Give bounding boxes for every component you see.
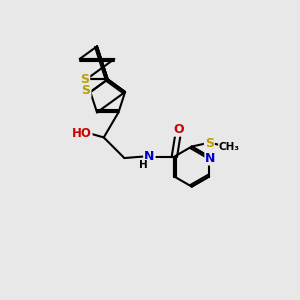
Text: CH₃: CH₃ (219, 142, 240, 152)
Text: O: O (174, 123, 184, 136)
Text: S: S (205, 137, 214, 150)
Text: N: N (206, 152, 216, 164)
Text: S: S (82, 84, 91, 97)
Text: S: S (80, 73, 89, 86)
Text: N: N (144, 150, 154, 163)
Text: H: H (139, 160, 147, 170)
Text: HO: HO (72, 127, 92, 140)
